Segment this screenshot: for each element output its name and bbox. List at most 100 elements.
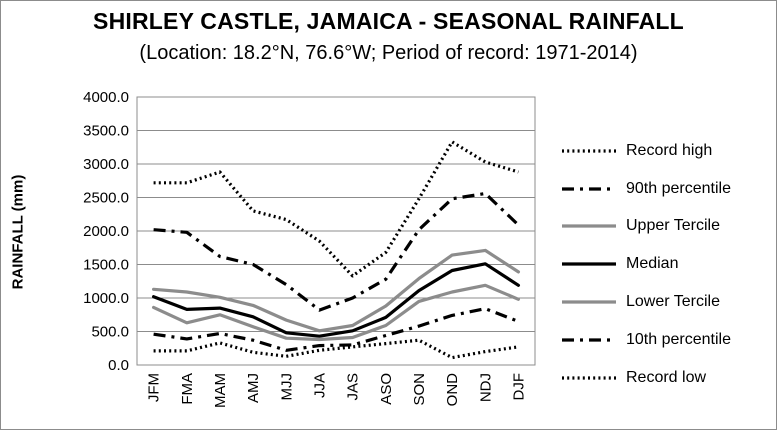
data-point [318, 349, 321, 352]
data-point [152, 288, 155, 291]
chart-subtitle: (Location: 18.2°N, 76.6°W; Period of rec… [139, 42, 638, 64]
data-point [318, 335, 321, 338]
legend-swatch [562, 262, 616, 266]
series-line-record-low [153, 338, 519, 360]
legend-swatch [562, 300, 616, 304]
data-point [517, 345, 520, 348]
data-point [185, 231, 188, 234]
series-line-90th-percentile [153, 191, 520, 312]
data-point [384, 305, 387, 308]
data-point [484, 350, 487, 353]
x-tick-label: AMJ [245, 373, 262, 403]
data-point [218, 171, 221, 174]
data-point [152, 349, 155, 352]
y-tick-label: 4000.0 [83, 89, 129, 106]
data-point [417, 289, 420, 292]
legend-label: Median [626, 255, 679, 273]
y-tick-label: 500.0 [91, 324, 129, 341]
x-tick-label: SON [411, 373, 428, 406]
data-point [252, 325, 255, 328]
data-point [252, 209, 255, 212]
data-point [417, 325, 420, 328]
data-point [285, 337, 288, 340]
data-point [152, 295, 155, 298]
data-point [451, 254, 454, 257]
y-tick-label: 1500.0 [83, 257, 129, 274]
legend-item: 10th percentile [560, 321, 775, 359]
data-point [484, 307, 487, 310]
data-point [318, 338, 321, 341]
data-point [451, 140, 454, 143]
data-point [351, 336, 354, 339]
data-point [451, 290, 454, 293]
data-point [285, 218, 288, 221]
x-tick-label: JAS [345, 373, 362, 401]
data-point [285, 331, 288, 334]
data-point [185, 337, 188, 340]
data-point [384, 342, 387, 345]
plot-border [136, 96, 536, 366]
y-tick-label: 2000.0 [83, 223, 129, 240]
y-tick-label: 0.0 [108, 357, 129, 374]
data-point [484, 262, 487, 265]
data-point [484, 249, 487, 252]
data-point [451, 197, 454, 200]
data-point [218, 296, 221, 299]
data-point [417, 197, 420, 200]
data-point [484, 284, 487, 287]
series-line-median [152, 262, 521, 338]
data-point [152, 306, 155, 309]
data-point [517, 223, 520, 226]
data-point [185, 290, 188, 293]
legend-label: 10th percentile [626, 330, 731, 348]
legend-label: Record high [626, 141, 713, 159]
data-point [351, 345, 354, 348]
data-point [451, 269, 454, 272]
x-tick-label: DJF [510, 373, 527, 401]
data-point [218, 307, 221, 310]
legend: Record high 90th percentile Upper Tercile M… [560, 132, 775, 397]
data-point [351, 324, 354, 327]
legend-swatch [562, 149, 616, 153]
data-point [351, 329, 354, 332]
legend-label: Record low [626, 368, 707, 386]
legend-swatch [562, 224, 616, 229]
data-point [517, 320, 520, 323]
x-tick-label: NDJ [477, 373, 494, 402]
data-point [285, 319, 288, 322]
data-point [417, 339, 420, 342]
x-tick-label: JJA [311, 373, 328, 398]
legend-item: 90th percentile [560, 170, 775, 208]
data-point [252, 339, 255, 342]
data-point [152, 228, 155, 231]
legend-label: Upper Tercile [626, 217, 720, 235]
data-point [285, 355, 288, 358]
data-point [218, 313, 221, 316]
x-tick-label: MAM [212, 373, 229, 408]
data-point [218, 332, 221, 335]
data-point [185, 308, 188, 311]
data-point [417, 277, 420, 280]
legend-item: Upper Tercile [560, 208, 775, 246]
x-tick-label: OND [444, 373, 461, 407]
data-point [218, 341, 221, 344]
legend-label: Lower Tercile [626, 293, 720, 311]
data-point [384, 278, 387, 281]
x-tick-label: FMA [179, 373, 196, 405]
data-point [185, 349, 188, 352]
series-line-record-high [153, 140, 519, 278]
data-point [384, 334, 387, 337]
data-point [517, 284, 520, 287]
y-tick-label: 2500.0 [83, 190, 129, 207]
chart-title: SHIRLEY CASTLE, JAMAICA - SEASONAL RAINF… [93, 8, 684, 34]
data-point [351, 297, 354, 300]
data-point [417, 228, 420, 231]
legend-swatch [562, 376, 616, 380]
y-tick-label: 1000.0 [83, 290, 129, 307]
data-point [484, 160, 487, 163]
series-line-upper-tercile [152, 248, 521, 333]
data-point [318, 329, 321, 332]
series-line-lower-tercile [152, 283, 521, 342]
data-point [517, 270, 520, 273]
